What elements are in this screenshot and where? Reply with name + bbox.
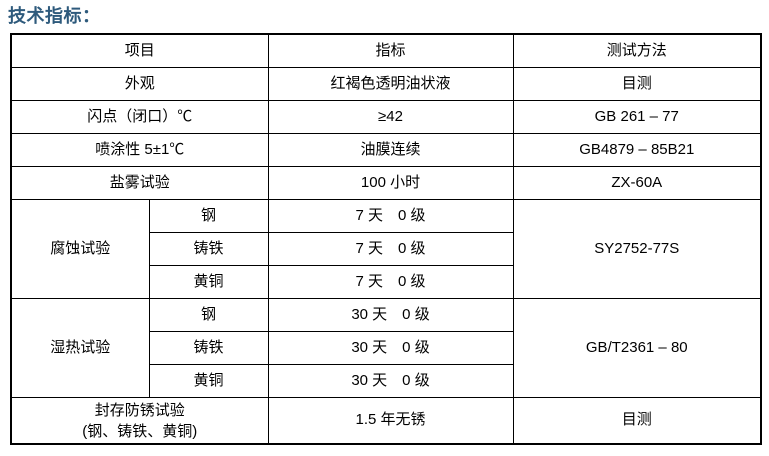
cell-corrosion-cast-iron-spec: 7 天 0 级 [267,232,514,266]
header-cell-spec: 指标 [267,33,514,68]
cell-corrosion-steel-material: 钢 [148,199,269,233]
table-row-corrosion-cast-iron: 铸铁 7 天 0 级 [11,232,761,266]
table-header-row: 项目 指标 测试方法 [10,33,762,68]
cell-damp-heat-brass-material: 黄铜 [148,364,269,398]
table-row-appearance: 外观 红褐色透明油状液 目测 [10,67,762,101]
cell-storage-rust-item: 封存防锈试验 (钢、铸铁、黄铜) [10,397,269,445]
cell-storage-rust-method: 目测 [512,397,762,445]
table-row-flash-point: 闪点（闭口）℃ ≥42 GB 261 – 77 [10,100,762,134]
cell-appearance-item: 外观 [10,67,269,101]
cell-flash-point-item: 闪点（闭口）℃ [10,100,269,134]
cell-sprayability-spec: 油膜连续 [267,133,514,167]
cell-damp-heat-cast-iron-material: 铸铁 [148,331,269,365]
table-row-damp-heat-brass: 黄铜 30 天 0 级 [11,364,761,398]
cell-corrosion-steel-spec: 7 天 0 级 [267,199,514,233]
page-title: 技术指标： [8,6,101,26]
table-row-sprayability: 喷涂性 5±1℃ 油膜连续 GB4879 – 85B21 [10,133,762,167]
header-cell-item: 项目 [10,33,269,68]
cell-salt-spray-method: ZX-60A [512,166,762,200]
cell-storage-rust-spec: 1.5 年无锈 [267,397,514,445]
table-row-corrosion-steel: 腐蚀试验 钢 7 天 0 级 SY2752-77S [10,199,762,299]
cell-corrosion-cast-iron-material: 铸铁 [148,232,269,266]
cell-storage-rust-item-line2: (钢、铸铁、黄铜) [82,422,198,440]
table-row-damp-heat-steel: 湿热试验 钢 30 天 0 级 GB/T2361 – 80 [10,298,762,398]
cell-damp-heat-method: GB/T2361 – 80 [512,298,762,398]
cell-corrosion-brass-material: 黄铜 [148,265,269,299]
cell-salt-spray-item: 盐雾试验 [10,166,269,200]
table-row-corrosion-brass: 黄铜 7 天 0 级 [11,265,761,299]
cell-appearance-method: 目测 [512,67,762,101]
header-cell-method: 测试方法 [512,33,762,68]
cell-damp-heat-steel-material: 钢 [148,298,269,332]
table-row-salt-spray: 盐雾试验 100 小时 ZX-60A [10,166,762,200]
cell-damp-heat-item: 湿热试验 [10,298,150,398]
table-row-storage-rust: 封存防锈试验 (钢、铸铁、黄铜) 1.5 年无锈 目测 [10,397,762,445]
cell-appearance-spec: 红褐色透明油状液 [267,67,514,101]
cell-salt-spray-spec: 100 小时 [267,166,514,200]
cell-damp-heat-cast-iron-spec: 30 天 0 级 [267,331,514,365]
cell-corrosion-item: 腐蚀试验 [10,199,150,299]
cell-damp-heat-steel-spec: 30 天 0 级 [267,298,514,332]
cell-corrosion-method: SY2752-77S [512,199,762,299]
cell-corrosion-brass-spec: 7 天 0 级 [267,265,514,299]
cell-flash-point-method: GB 261 – 77 [512,100,762,134]
cell-sprayability-method: GB4879 – 85B21 [512,133,762,167]
table-row-damp-heat-cast-iron: 铸铁 30 天 0 级 [11,331,761,365]
cell-sprayability-item: 喷涂性 5±1℃ [10,133,269,167]
cell-flash-point-spec: ≥42 [267,100,514,134]
cell-storage-rust-item-line1: 封存防锈试验 [94,401,185,419]
cell-damp-heat-brass-spec: 30 天 0 级 [267,364,514,398]
spec-table: 项目 指标 测试方法 外观 红褐色透明油状液 目测 闪点（闭口）℃ ≥42 GB… [10,33,763,445]
